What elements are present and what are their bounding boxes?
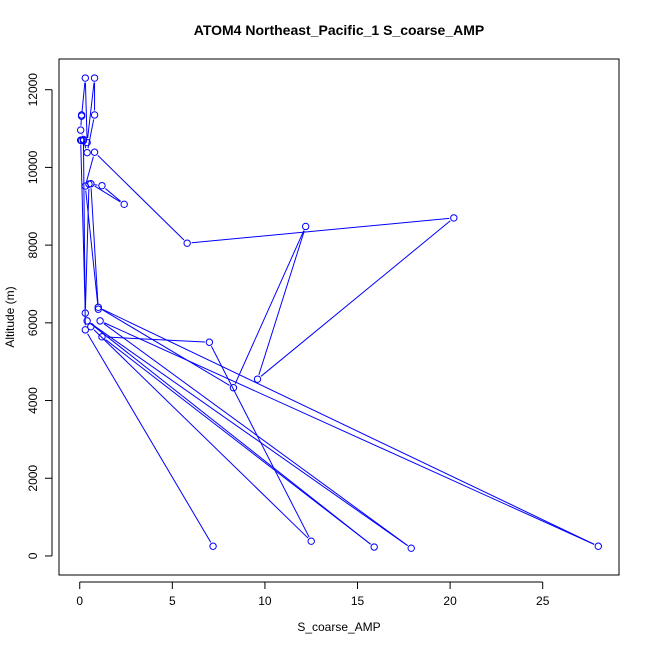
x-tick-label: 25 [536,594,550,608]
series-segment [90,323,408,547]
data-point [81,309,89,317]
series-segment [85,190,99,305]
x-tick-label: 5 [169,594,176,608]
series-segment [86,156,94,182]
y-tick-label: 6000 [26,309,40,336]
x-tick-label: 15 [351,594,365,608]
series-segment [90,188,99,305]
series-segment [105,339,371,545]
y-tick-label: 8000 [26,231,40,258]
data-point [87,323,95,331]
data-point [77,112,86,120]
data-point [94,303,102,311]
data-point [205,338,214,346]
data-point [90,111,99,119]
data-point [83,317,91,325]
data-point [209,542,217,550]
data-point [98,333,106,341]
data-point [76,126,85,134]
data-point [83,148,91,157]
data-point [120,200,128,209]
series-segment [191,217,450,244]
series-segment [84,82,88,139]
data-point [407,544,415,552]
y-tick-label: 4000 [26,387,40,414]
series-segment [260,220,451,377]
x-tick-label: 10 [258,594,272,608]
chart-title: ATOM4 Northeast_Pacific_1 S_coarse_AMP [194,22,485,38]
data-point [450,214,458,222]
series-segment [103,323,408,546]
y-axis-label: Altitude (m) [3,286,17,347]
y-axis: 0 2000 4000 6000 8000 10000 12000 [26,73,53,559]
series-segment [102,308,595,545]
data-point [81,326,89,334]
series-lines [80,82,595,547]
data-point [81,182,89,190]
series-segment [210,346,310,538]
series-segment [81,82,86,112]
series-segment [87,333,212,543]
data-point [94,305,102,313]
series-segment [105,188,122,202]
x-axis: 0 5 10 15 20 25 [76,581,550,608]
data-point [370,543,378,551]
series-points [76,74,602,552]
data-point [81,74,89,82]
data-point [76,136,85,144]
series-segment [80,144,86,309]
series-segment [87,119,95,149]
x-tick-label: 20 [443,594,457,608]
series-segment [234,230,305,384]
data-point [229,384,238,392]
x-tick-label: 0 [76,594,83,608]
series-segment [87,82,95,139]
series-segment [258,230,305,376]
data-point [90,148,99,156]
series-segment [104,322,595,545]
series-segment [101,309,230,386]
data-point [253,375,262,383]
series-segment [94,185,121,203]
data-point [98,181,106,190]
plot-frame [58,58,620,576]
y-tick-label: 10000 [26,150,40,184]
y-tick-label: 2000 [26,465,40,492]
y-tick-label: 0 [26,552,40,559]
y-tick-label: 12000 [26,73,40,107]
data-point [96,317,104,325]
series-segment [97,155,185,241]
x-axis-label: S_coarse_AMP [297,620,380,634]
data-point [307,537,315,545]
data-point [183,239,191,247]
data-point [90,74,99,82]
series-segment [84,188,90,309]
series-segment [106,336,205,343]
data-point [594,542,602,550]
series-segment [93,329,309,539]
data-point [301,222,310,231]
series-segment [90,323,371,545]
